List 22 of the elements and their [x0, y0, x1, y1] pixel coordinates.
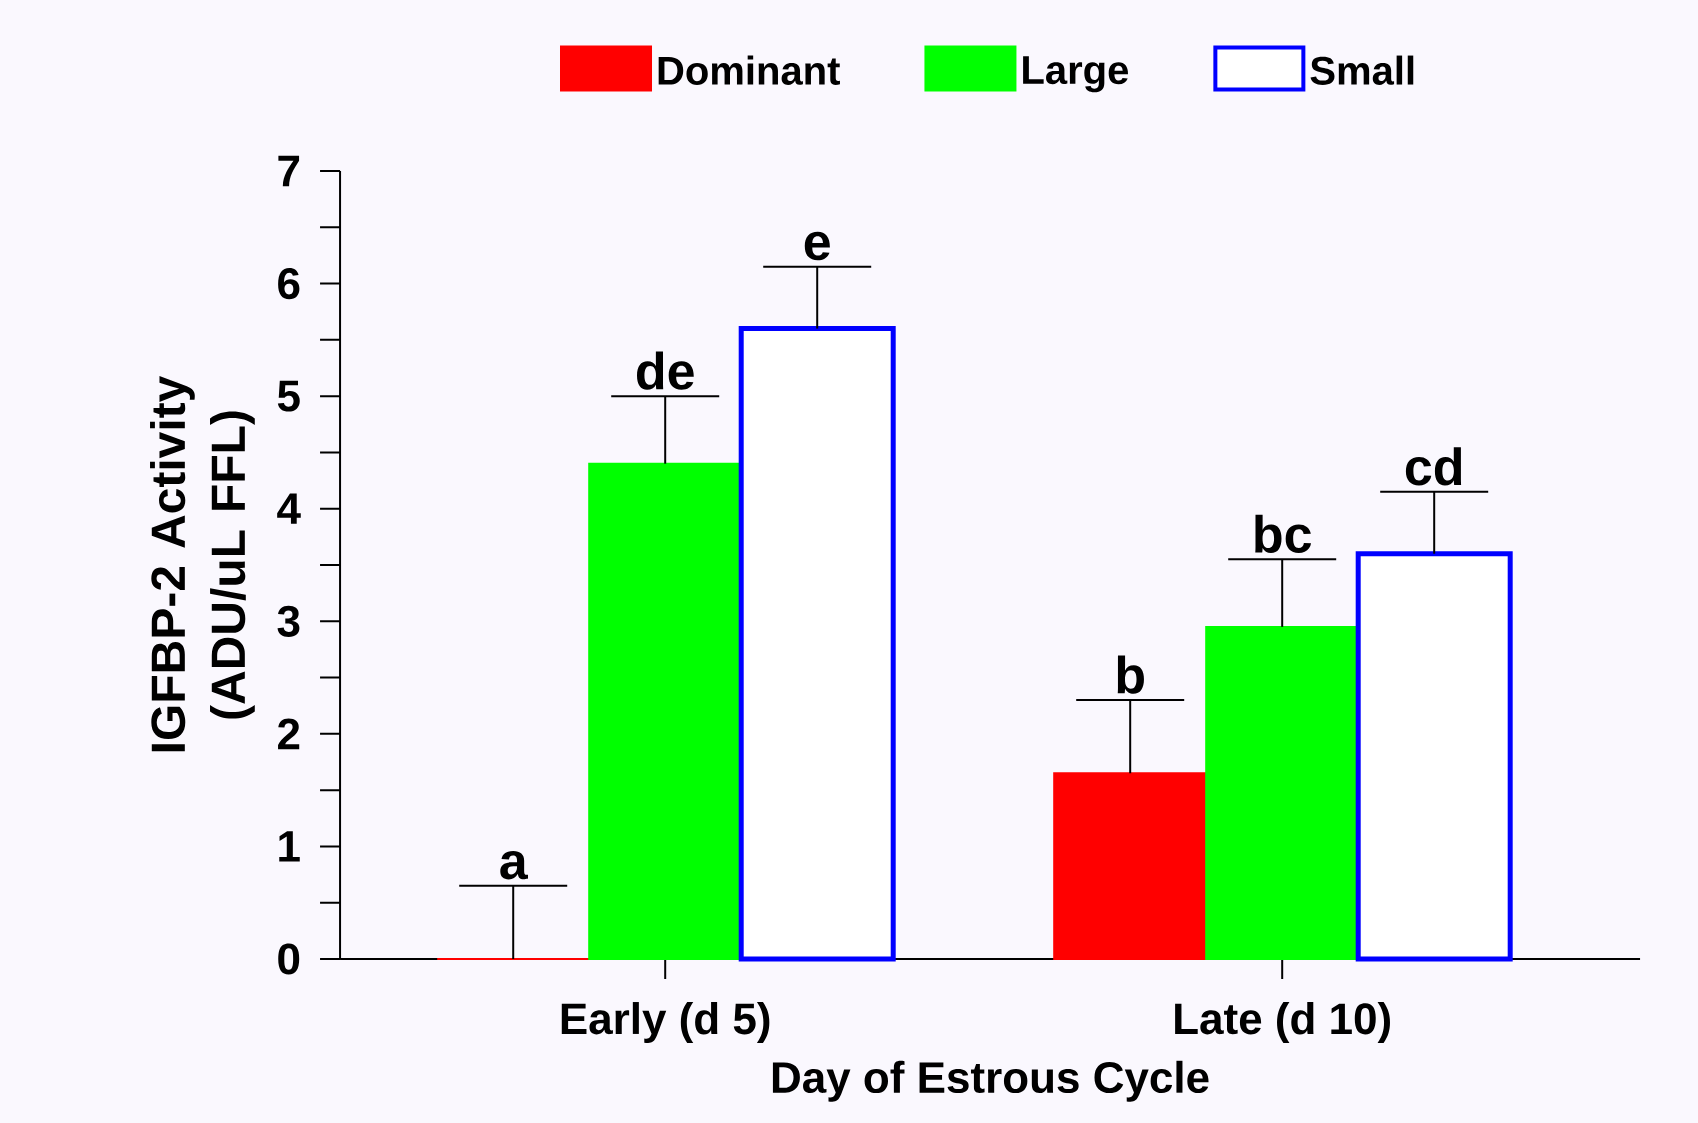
x-tick-label: Early (d 5)	[561, 1002, 770, 1044]
y-tick-label: 4	[277, 493, 301, 524]
y-axis-title: IGFBP-2 Activity (ADU/uL FFL)	[150, 375, 255, 752]
annotation: cd	[1405, 447, 1462, 486]
legend-label: Small	[1310, 55, 1414, 85]
y-tick-label: 7	[278, 155, 300, 187]
y-tick-label: 0	[278, 943, 300, 975]
annotation: b	[1117, 655, 1144, 694]
annotation: de	[637, 351, 694, 390]
annotation: bc	[1255, 514, 1312, 553]
annotation: e	[804, 231, 830, 261]
annotation: a	[500, 850, 529, 880]
y-tick-label: 5	[277, 380, 300, 412]
y-tick-label: 6	[278, 267, 300, 300]
bar	[1053, 772, 1208, 960]
y-tick-label: 2	[278, 718, 300, 750]
y-tick-label: 1	[279, 831, 300, 862]
x-axis-title: Day of Estrous Cycle	[772, 1060, 1209, 1102]
legend-label: Large	[1023, 56, 1129, 93]
y-tick-label: 3	[277, 605, 300, 637]
x-tick-label: Late (d 10)	[1175, 1002, 1390, 1044]
legend-label: Dominant	[658, 55, 840, 85]
